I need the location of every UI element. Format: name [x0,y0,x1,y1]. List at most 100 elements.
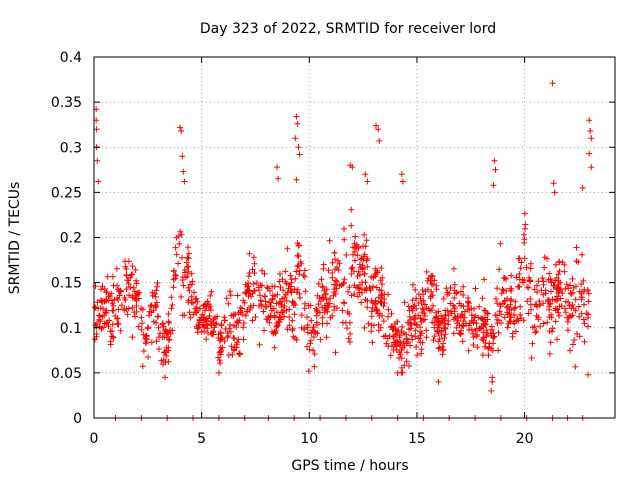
data-point [575,303,582,310]
data-point [529,340,536,347]
outlier-point [181,178,188,185]
data-point [552,318,559,325]
data-point [404,349,410,356]
data-point [513,317,520,324]
data-point [274,309,280,316]
data-point [314,307,320,314]
data-point [422,288,429,295]
data-point [331,303,338,310]
data-point [403,358,410,365]
data-point [301,326,308,333]
data-point [240,336,247,343]
data-point [422,312,428,319]
data-point [184,273,191,280]
data-point [378,265,385,271]
data-point [355,268,362,275]
data-point [230,313,237,319]
data-point [308,330,315,337]
data-point [561,268,568,275]
data-point [356,282,363,288]
data-point [406,313,413,320]
x-tick-label: 10 [300,431,318,447]
data-point [282,291,289,298]
x-tick-label: 5 [197,431,206,447]
data-point [440,347,447,354]
data-point [189,278,196,285]
data-point [129,292,136,299]
data-point [301,273,308,280]
data-point [262,298,269,305]
data-point [93,320,100,327]
data-point [133,297,140,304]
data-point [135,289,142,296]
data-point [413,295,420,302]
data-point [329,274,336,281]
data-point [585,323,592,330]
data-point [317,336,324,343]
y-tick-label: 0 [73,411,82,427]
data-point [497,240,504,247]
data-point [187,314,194,321]
outlier-point [94,157,101,164]
data-point [580,316,587,323]
data-point [278,304,285,311]
data-point [540,300,547,307]
data-point [139,306,146,313]
data-point [350,244,356,251]
data-point [363,257,370,264]
data-point [132,313,138,320]
data-point [406,363,412,369]
data-point [430,302,437,309]
data-point [164,334,170,341]
data-point [97,318,104,325]
data-point [535,316,542,323]
data-point [147,303,154,310]
data-point [104,273,111,280]
data-point [540,320,547,327]
data-point [316,295,323,302]
data-point [552,305,559,312]
data-point [480,316,486,323]
data-point [107,338,114,345]
data-point [465,347,472,354]
data-point [428,288,435,295]
data-point [567,290,574,297]
data-point [362,279,369,286]
data-point [470,334,477,341]
data-point [562,298,569,305]
data-point [123,272,130,279]
data-point [434,317,441,324]
data-point [482,340,489,346]
data-point [307,302,314,309]
data-point [534,289,540,296]
data-point [304,314,310,321]
data-point [458,311,465,318]
outlier-point [491,157,498,164]
data-point [105,297,112,304]
data-point [494,300,501,307]
data-point [227,292,234,299]
data-point [170,284,177,291]
data-point [181,267,188,273]
outlier-point [551,189,558,196]
data-point [267,287,273,294]
data-point [261,327,268,334]
data-point [178,231,185,238]
data-point [541,264,548,271]
data-point [356,261,363,268]
data-point [155,313,162,320]
data-point [225,333,232,339]
data-point [559,259,566,266]
data-point [470,342,477,348]
data-point [282,278,289,285]
data-point [516,255,523,262]
data-point [121,305,128,312]
data-point [578,281,585,288]
data-point [442,307,449,314]
data-point [281,294,288,301]
data-point [302,288,309,295]
data-point [481,276,488,283]
data-point [260,308,267,315]
data-point [406,326,412,333]
data-point [512,304,519,311]
